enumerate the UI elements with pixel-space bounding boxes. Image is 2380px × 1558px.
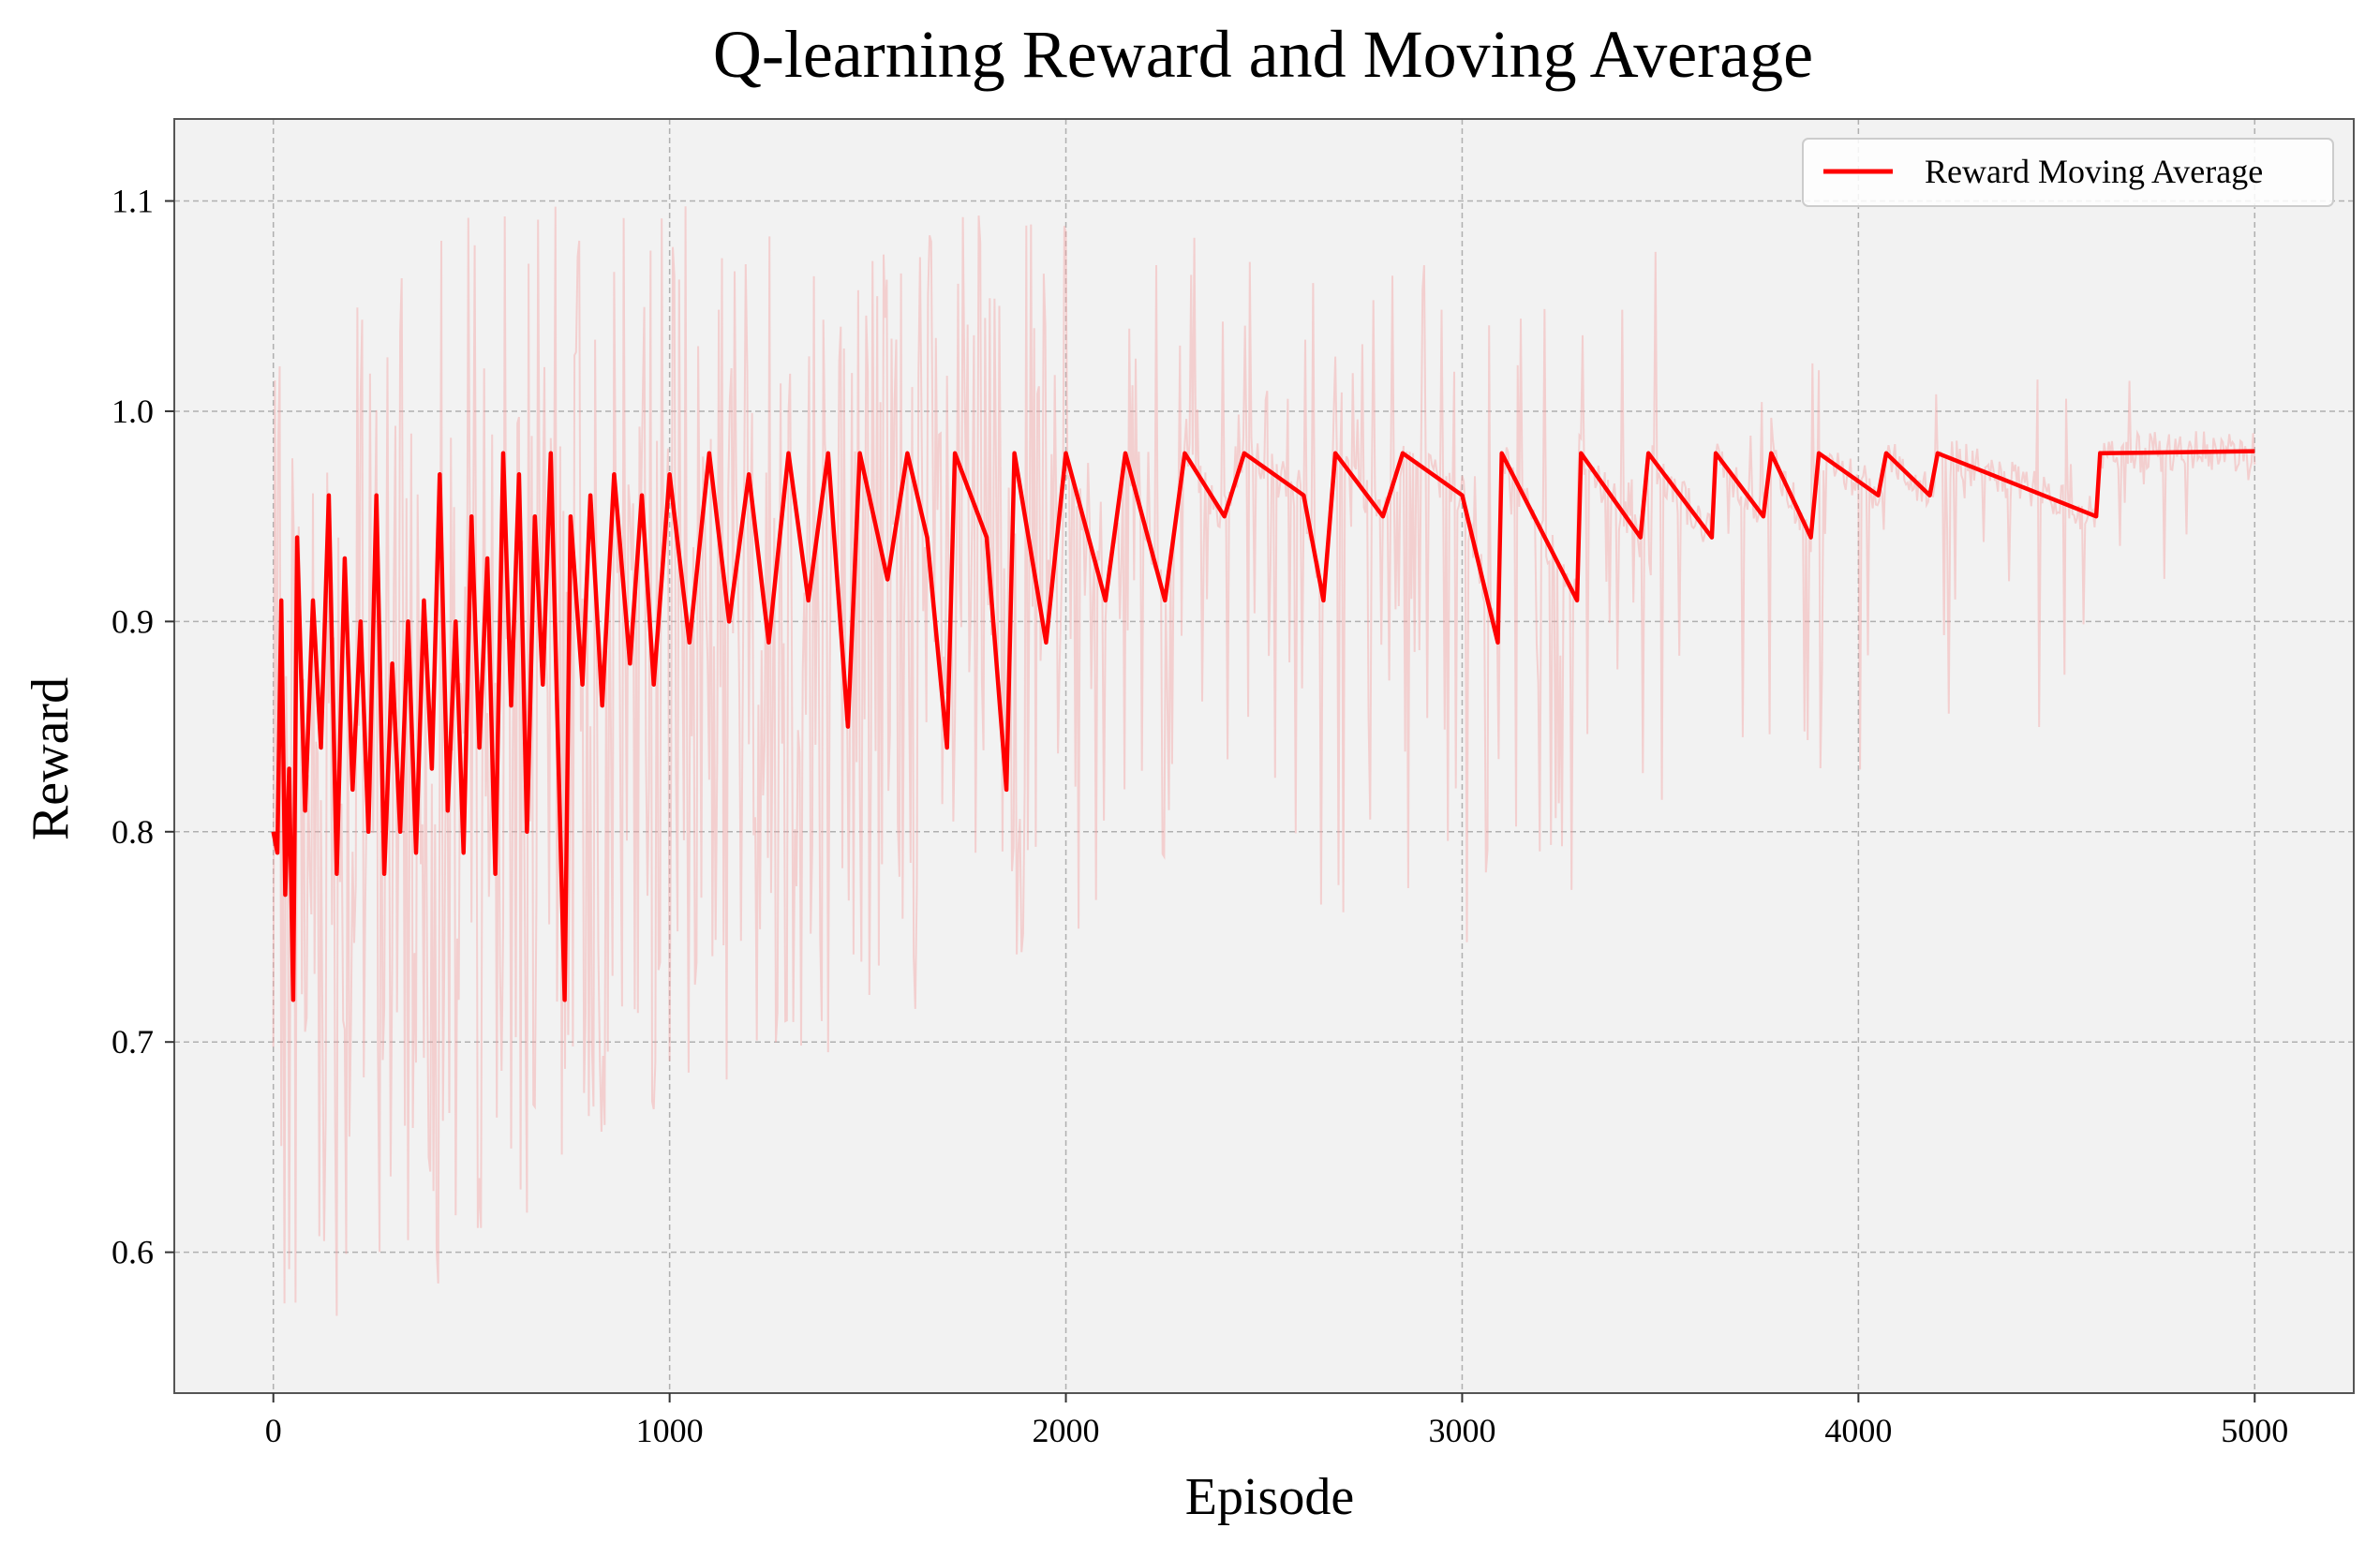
x-tick-label: 3000	[1428, 1412, 1495, 1449]
y-axis-label: Reward	[22, 677, 80, 840]
y-tick-label: 0.6	[112, 1234, 154, 1271]
raw-reward-line	[272, 206, 2256, 1316]
y-tick-label: 1.0	[112, 393, 154, 430]
plot-area	[174, 119, 2354, 1393]
x-tick-label: 2000	[1033, 1412, 1100, 1449]
plot-frame	[173, 118, 2355, 1394]
x-tick-label: 4000	[1824, 1412, 1892, 1449]
x-tick-label: 1000	[636, 1412, 704, 1449]
chart-title: Q-learning Reward and Moving Average	[713, 17, 1813, 92]
y-tick-label: 0.8	[112, 813, 154, 851]
x-axis-label: Episode	[1185, 1468, 1354, 1526]
moving-average-line	[271, 449, 2255, 1002]
legend: Reward Moving Average	[1802, 138, 2334, 207]
y-tick-label: 0.7	[112, 1023, 154, 1061]
legend-box	[1802, 138, 2334, 207]
y-tick-label: 1.1	[112, 183, 154, 220]
grid	[174, 119, 2354, 1393]
x-tick-label: 0	[265, 1412, 282, 1449]
y-tick-label: 0.9	[112, 602, 154, 640]
x-tick-label: 5000	[2221, 1412, 2288, 1449]
legend-label: Reward Moving Average	[1925, 153, 2263, 190]
